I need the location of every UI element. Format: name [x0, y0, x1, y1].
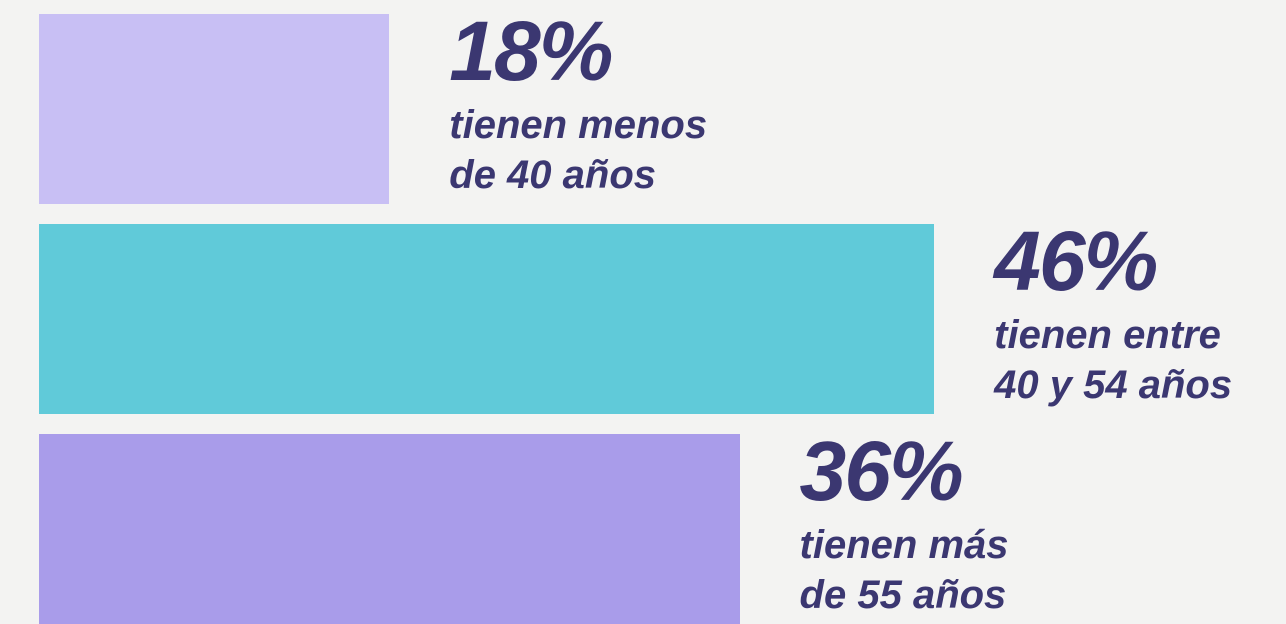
category-label: tienen más de 55 años — [799, 523, 1009, 617]
bar — [39, 224, 935, 414]
category-label: tienen menos de 40 años — [449, 103, 708, 197]
bar — [39, 14, 390, 204]
value-label: 18% — [449, 4, 613, 98]
bar-label: 18% tienen menos de 40 años — [449, 6, 707, 200]
bar-label: 36% tienen más de 55 años — [800, 426, 1009, 620]
value-label: 36% — [799, 424, 964, 518]
value-label: 46% — [994, 214, 1158, 308]
category-label: tienen entre 40 y 54 años — [994, 313, 1233, 407]
bar — [39, 434, 740, 624]
bar-label: 46% tienen entre 40 y 54 años — [994, 216, 1232, 410]
